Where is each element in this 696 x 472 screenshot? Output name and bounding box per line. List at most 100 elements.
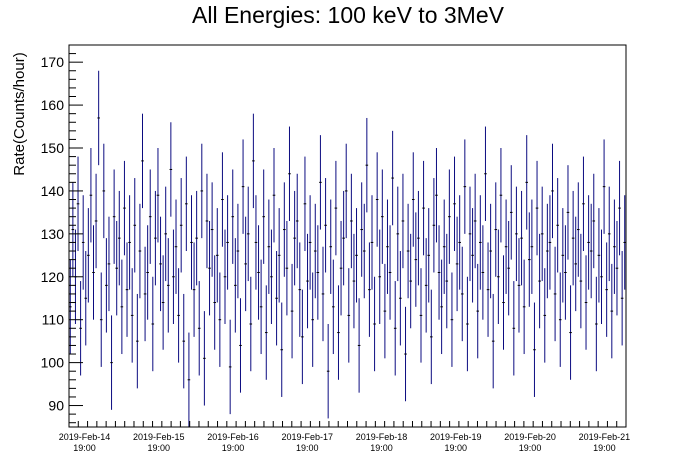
data-point (172, 229, 175, 324)
data-point (81, 195, 85, 290)
data-point (154, 190, 157, 286)
data-point (512, 281, 516, 376)
data-series (69, 70, 626, 427)
x-tick-date: 2019-Feb-16 (207, 432, 259, 442)
data-point (136, 293, 139, 389)
data-point (293, 190, 296, 286)
data-point (249, 276, 253, 372)
data-point (440, 259, 443, 355)
data-point (533, 302, 536, 397)
y-axis: 90 100 110 120 130 140 150 160 170 (41, 44, 83, 424)
data-point (303, 156, 307, 252)
data-point (141, 113, 144, 209)
data-point (378, 229, 382, 324)
data-point (561, 208, 565, 303)
data-point (231, 169, 235, 264)
data-point (107, 216, 111, 312)
data-point (602, 139, 606, 234)
x-tick-time: 19:00 (370, 443, 393, 453)
data-point (102, 143, 106, 239)
data-point (530, 199, 534, 294)
data-point (417, 190, 420, 286)
data-point (324, 178, 327, 273)
data-point (540, 186, 544, 282)
data-point (262, 169, 265, 264)
data-point (301, 289, 304, 385)
data-point (197, 281, 201, 376)
data-point (182, 293, 186, 389)
x-tick-date: 2019-Feb-18 (356, 432, 408, 442)
data-point (236, 203, 240, 299)
data-point (556, 178, 559, 273)
data-point (112, 169, 116, 264)
data-point (566, 165, 570, 260)
data-point (502, 255, 505, 350)
data-point (148, 169, 152, 264)
data-point (332, 259, 335, 355)
data-point (321, 246, 325, 342)
x-tick-time: 19:00 (519, 443, 542, 453)
data-point (311, 272, 314, 367)
data-point (239, 298, 242, 393)
data-point (445, 233, 449, 329)
y-tick-label: 130 (41, 226, 65, 242)
data-point (110, 315, 113, 410)
data-point (427, 208, 431, 303)
data-point (246, 186, 250, 282)
y-axis-label: Rate(Counts/hour) (11, 52, 28, 175)
data-point (517, 238, 521, 333)
x-tick-date: 2019-Feb-15 (133, 432, 185, 442)
data-point (479, 195, 482, 290)
y-tick-label: 170 (41, 54, 65, 70)
data-point (218, 272, 222, 367)
data-point (430, 289, 433, 385)
data-point (409, 233, 412, 329)
data-point (607, 186, 611, 282)
data-point (460, 246, 464, 342)
data-point (151, 276, 155, 372)
data-point (166, 238, 170, 333)
data-point (241, 139, 245, 234)
data-point (128, 195, 131, 290)
data-point (138, 203, 142, 299)
data-point (306, 233, 309, 329)
data-point (308, 195, 312, 290)
data-point (370, 195, 374, 290)
data-point (210, 182, 214, 277)
data-point (546, 203, 549, 299)
data-point (146, 225, 149, 320)
data-point (481, 225, 485, 320)
data-point (551, 143, 554, 239)
x-tick-time: 19:00 (222, 443, 245, 453)
data-point (600, 229, 603, 324)
data-point (391, 130, 394, 226)
data-point (368, 242, 371, 337)
data-point (468, 186, 472, 282)
data-point (515, 186, 518, 282)
data-point (582, 156, 585, 252)
data-point (499, 148, 503, 243)
data-point (357, 298, 361, 393)
y-tick-label: 110 (42, 312, 65, 328)
y-tick-label: 140 (41, 183, 65, 199)
data-point (259, 259, 263, 355)
data-point (571, 190, 575, 286)
data-point (484, 126, 487, 221)
data-point (190, 195, 193, 290)
data-point (226, 195, 229, 290)
data-point (313, 203, 317, 299)
data-point (362, 203, 366, 299)
x-tick-time: 19:00 (445, 443, 468, 453)
data-point (471, 208, 474, 303)
data-point (105, 238, 108, 333)
data-point (164, 186, 167, 282)
data-point (125, 242, 129, 337)
data-point (610, 263, 614, 359)
data-point (373, 276, 376, 372)
data-point (221, 152, 224, 247)
x-tick-time: 19:00 (296, 443, 319, 453)
data-point (491, 293, 495, 389)
data-point (288, 126, 291, 221)
